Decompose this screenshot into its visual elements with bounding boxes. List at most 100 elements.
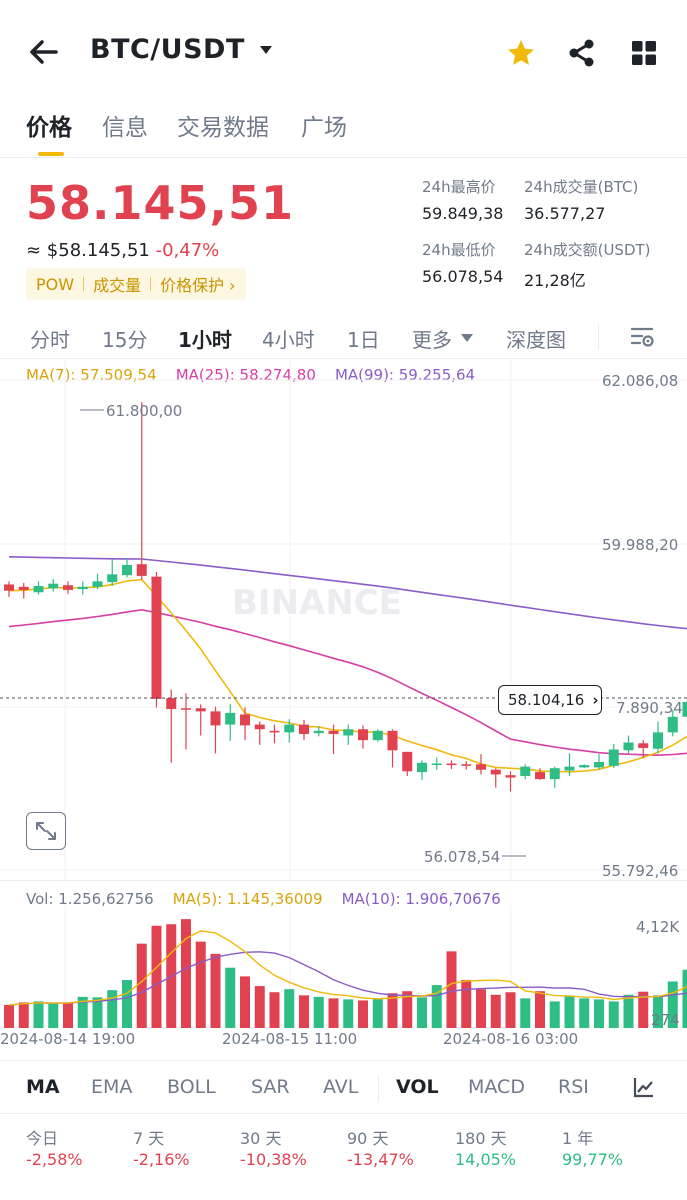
candle-body — [225, 712, 236, 725]
high-annotation: 61.800,00 — [106, 402, 182, 420]
indicator-avl[interactable]: AVL — [323, 1076, 359, 1098]
interval-15m[interactable]: 15分 — [102, 328, 148, 352]
volume-bar — [210, 953, 221, 1028]
indicator-boll[interactable]: BOLL — [167, 1076, 216, 1098]
time-label-1: 2024-08-14 19:00 — [0, 1030, 136, 1048]
expand-chart-button[interactable] — [26, 812, 66, 850]
candle-body — [151, 576, 162, 699]
interval-1d[interactable]: 1日 — [347, 328, 380, 352]
volume-bar — [653, 995, 663, 1028]
candle-body — [210, 711, 221, 726]
main-tabs: 价格 信息 交易数据 广场 — [0, 108, 687, 158]
tag-volume[interactable]: 成交量 — [93, 276, 142, 295]
volume-bar — [608, 1001, 619, 1028]
high-value: 59.849,38 — [422, 204, 504, 223]
tab-square[interactable]: 广场 — [301, 115, 347, 141]
indicator-sar[interactable]: SAR — [251, 1076, 290, 1098]
volume-bar — [313, 996, 324, 1028]
candle-body — [254, 724, 265, 730]
interval-1h[interactable]: 1小时 — [178, 328, 232, 352]
tag-strip[interactable]: POW 成交量 价格保护 › — [26, 268, 246, 300]
volume-bar — [328, 998, 339, 1028]
low-annotation: 56.078,54 — [424, 848, 500, 866]
interval-4h[interactable]: 4小时 — [262, 328, 315, 352]
candle-body — [195, 708, 206, 712]
volume-bar — [4, 1005, 14, 1028]
perf-value-30d: -10,38% — [240, 1150, 307, 1169]
volume-bar — [461, 979, 472, 1028]
indicator-ma[interactable]: MA — [26, 1076, 60, 1098]
star-icon[interactable] — [506, 38, 536, 68]
volume-bar — [431, 985, 442, 1028]
indicator-vol[interactable]: VOL — [396, 1076, 439, 1098]
candle-body — [299, 724, 309, 734]
price-axis-mid: 59.988,20 — [602, 536, 679, 554]
share-icon[interactable] — [568, 38, 596, 68]
volume-bar — [195, 941, 206, 1028]
volume-bar — [343, 999, 354, 1028]
grid-icon[interactable] — [631, 40, 657, 66]
candle-body — [476, 764, 486, 770]
volume-bar — [594, 999, 604, 1028]
interval-depth[interactable]: 深度图 — [506, 328, 566, 352]
volume-chart[interactable] — [0, 905, 687, 1030]
current-price-tag[interactable]: 58.104,16 › — [498, 685, 602, 715]
fiat-price: ≈ $58.145,51 — [26, 240, 150, 261]
interval-divider-line — [0, 358, 687, 359]
dropdown-caret-icon[interactable] — [258, 44, 274, 56]
tag-pow[interactable]: POW — [36, 274, 75, 294]
candle-body — [520, 766, 531, 776]
ma99-line — [8, 556, 687, 630]
pair-title[interactable]: BTC/USDT — [90, 34, 245, 65]
volume-bars — [4, 919, 687, 1028]
time-axis-divider — [0, 1060, 687, 1061]
more-caret-icon[interactable] — [460, 333, 474, 343]
indicator-rsi[interactable]: RSI — [558, 1076, 589, 1098]
volume-bar — [623, 994, 634, 1028]
time-label-3: 2024-08-16 03:00 — [443, 1030, 579, 1048]
tab-trading-data[interactable]: 交易数据 — [177, 115, 269, 141]
volume-bar — [107, 990, 118, 1028]
back-arrow-icon[interactable] — [28, 38, 58, 66]
candle-body — [505, 775, 516, 778]
candle-body — [490, 769, 501, 775]
indicator-ema[interactable]: EMA — [91, 1076, 133, 1098]
tab-info[interactable]: 信息 — [102, 115, 148, 141]
price-axis-bottom: 55.792,46 — [602, 862, 679, 880]
candle-body — [92, 581, 103, 587]
time-label-2: 2024-08-15 11:00 — [222, 1030, 358, 1048]
indicator-divider — [378, 1076, 379, 1102]
tabs-divider — [0, 157, 687, 158]
candle-body — [417, 762, 427, 773]
volume-bar — [92, 997, 103, 1028]
interval-timeline[interactable]: 分时 — [30, 328, 70, 352]
chevron-right-icon: › — [592, 691, 599, 709]
indicator-chart-icon[interactable] — [633, 1076, 655, 1098]
vol-btc-value: 36.577,27 — [524, 204, 606, 223]
volume-ma5-line — [8, 930, 687, 1006]
volume-bar — [535, 991, 545, 1028]
candles — [4, 402, 687, 792]
tab-price[interactable]: 价格 — [26, 115, 72, 141]
candle-body — [181, 708, 191, 710]
indicator-macd[interactable]: MACD — [468, 1076, 525, 1098]
volume-bar — [682, 969, 687, 1028]
price-chart[interactable]: BINANCE 61.800,00 56.078,54 — [0, 360, 687, 880]
volume-bar — [579, 998, 590, 1028]
candle-body — [343, 729, 354, 736]
tag-price-protection[interactable]: 价格保护 › — [160, 276, 236, 295]
chart-settings-icon[interactable] — [631, 326, 655, 348]
volume-bar — [18, 1002, 29, 1028]
volume-bar — [520, 998, 531, 1028]
indicator-divider-line — [0, 1113, 687, 1114]
volume-bar — [476, 989, 486, 1028]
interval-more[interactable]: 更多 — [412, 328, 452, 352]
volume-bar — [667, 981, 678, 1028]
fiat-price-line: ≈ $58.145,51 -0,47% — [26, 240, 219, 261]
candle-body — [608, 749, 619, 766]
price-axis-current: 7.890,34 — [616, 699, 683, 717]
volume-bar — [77, 996, 88, 1028]
vol-ma5-legend: MA(5): 1.145,36009 — [172, 890, 323, 908]
candle-body — [535, 772, 545, 780]
perf-value-1y: 99,77% — [562, 1150, 624, 1169]
